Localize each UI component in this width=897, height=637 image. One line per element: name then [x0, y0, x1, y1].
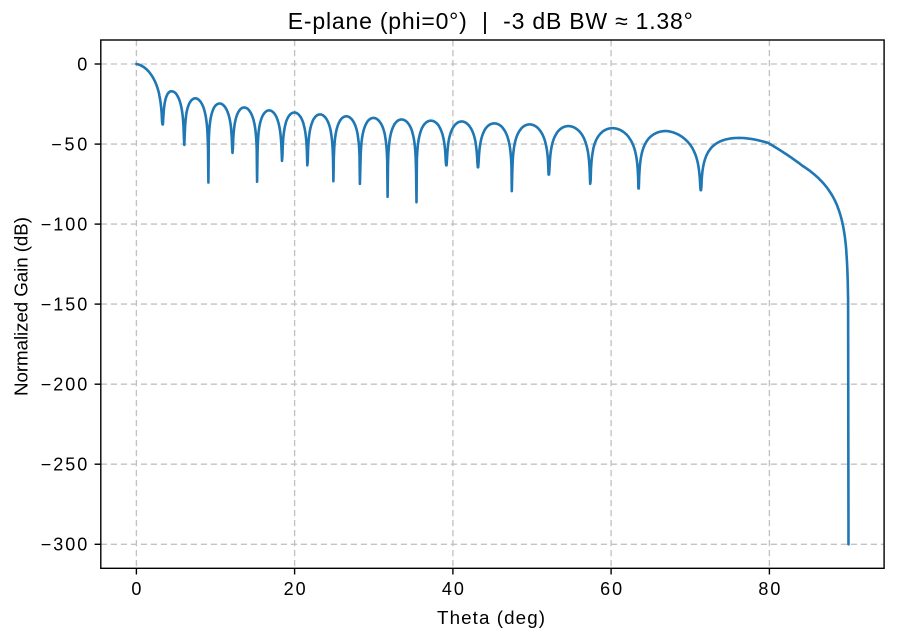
svg-text:40: 40	[442, 579, 464, 599]
svg-text:60: 60	[600, 579, 622, 599]
svg-text:20: 20	[284, 579, 306, 599]
svg-text:−50: −50	[51, 135, 87, 155]
svg-text:Theta (deg): Theta (deg)	[437, 607, 545, 628]
svg-text:0: 0	[131, 579, 141, 599]
svg-text:E-plane (phi=0°) | -3 dB BW: E-plane (phi=0°) | -3 dB BW ≈ 1.38°	[288, 8, 693, 34]
svg-text:Normalized Gain (dB): Normalized Gain (dB)	[11, 217, 32, 396]
svg-text:80: 80	[758, 579, 780, 599]
svg-text:0: 0	[77, 54, 87, 74]
